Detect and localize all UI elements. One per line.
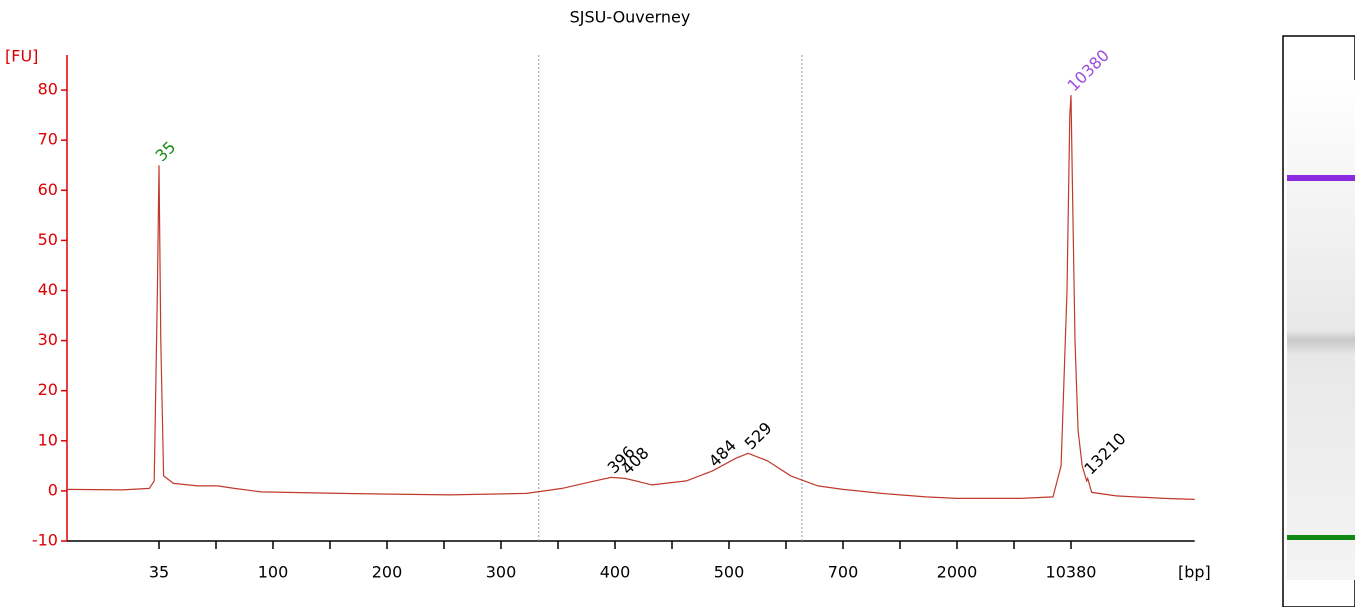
x-axis-label: [bp] bbox=[1178, 563, 1211, 582]
x-tick-label: 35 bbox=[149, 563, 169, 582]
y-tick-label: 30 bbox=[38, 330, 58, 349]
x-tick-label: 2000 bbox=[937, 563, 978, 582]
peak-label: 13210 bbox=[1080, 429, 1129, 478]
peak-label: 10380 bbox=[1064, 46, 1113, 95]
y-tick-label: 70 bbox=[38, 130, 58, 149]
x-tick-label: 700 bbox=[828, 563, 859, 582]
peak-label: 35 bbox=[152, 137, 180, 165]
y-tick-label: 60 bbox=[38, 180, 58, 199]
x-tick-label: 10380 bbox=[1046, 563, 1097, 582]
y-tick-label: 50 bbox=[38, 230, 58, 249]
y-tick-label: 10 bbox=[38, 430, 58, 449]
x-tick-label: 500 bbox=[714, 563, 745, 582]
y-tick-label: -10 bbox=[32, 531, 58, 550]
y-tick-label: 80 bbox=[38, 80, 58, 99]
y-tick-label: 40 bbox=[38, 280, 58, 299]
x-tick-label: 200 bbox=[372, 563, 403, 582]
y-axis-label: [FU] bbox=[5, 47, 38, 66]
chart-title: SJSU-Ouverney bbox=[570, 8, 691, 27]
y-tick-label: 0 bbox=[48, 480, 58, 499]
x-tick-label: 300 bbox=[486, 563, 517, 582]
y-tick-label: 20 bbox=[38, 380, 58, 399]
x-tick-label: 400 bbox=[600, 563, 631, 582]
peak-label: 529 bbox=[741, 418, 776, 453]
peak-label: 484 bbox=[705, 436, 740, 471]
x-tick-label: 100 bbox=[258, 563, 289, 582]
gel-lane bbox=[1282, 35, 1355, 608]
trace bbox=[66, 95, 1195, 500]
